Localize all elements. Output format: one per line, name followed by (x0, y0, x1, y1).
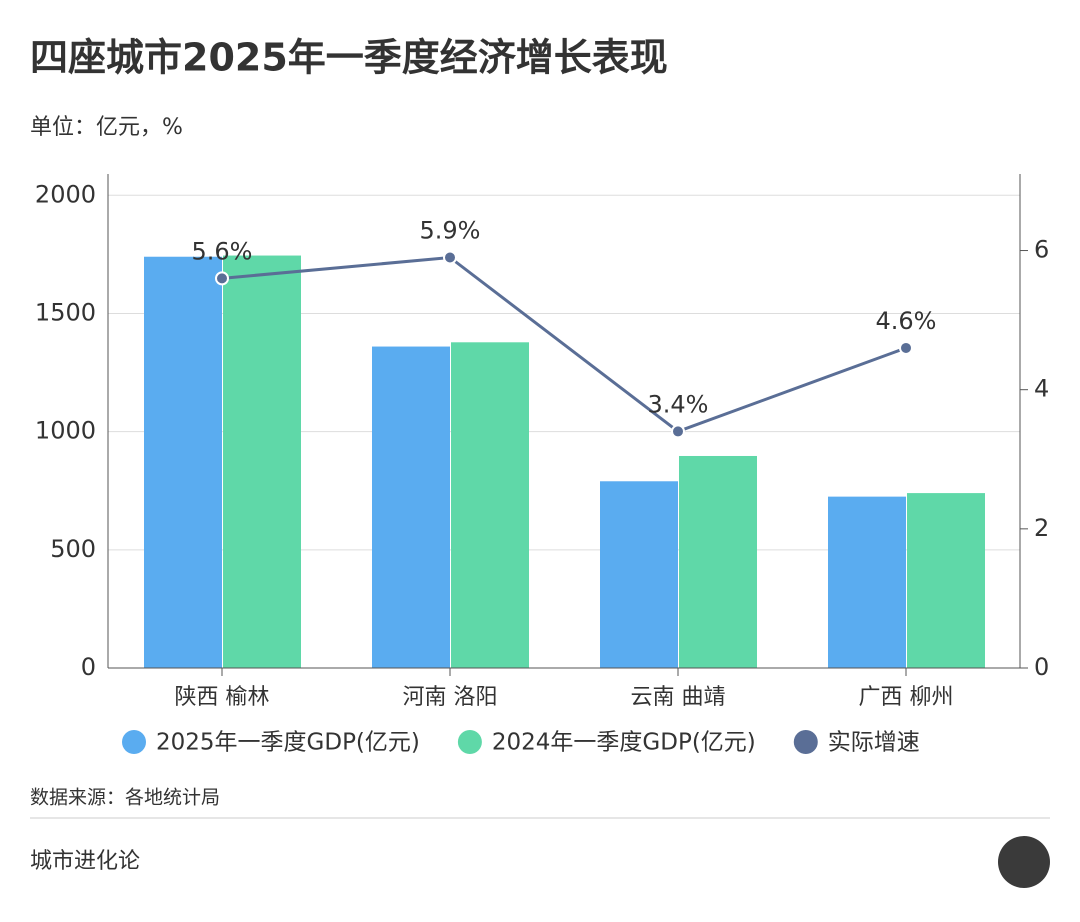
y2-tick-label: 6 (1034, 236, 1049, 264)
y2-tick-label: 0 (1034, 653, 1049, 681)
line-point (671, 424, 685, 439)
bar (451, 342, 529, 668)
legend-label: 2024年一季度GDP(亿元) (492, 730, 756, 756)
line-point (899, 340, 913, 355)
x-tick-label: 河南 洛阳 (403, 685, 498, 710)
x-tick-label: 广西 柳州 (859, 685, 954, 710)
data-label: 3.4% (648, 390, 709, 418)
legend-marker (457, 730, 482, 754)
y-tick-label: 500 (50, 535, 96, 563)
bar (828, 496, 906, 668)
data-label: 5.9% (420, 216, 481, 244)
source: 数据来源：各地统计局 (30, 787, 220, 809)
bar (223, 255, 301, 668)
bar (372, 346, 450, 668)
footer: 城市进化论 (30, 849, 140, 874)
y-tick-label: 0 (81, 653, 96, 681)
line-point (443, 250, 457, 265)
y-tick-label: 1000 (35, 417, 96, 445)
legend-label: 实际增速 (828, 730, 920, 756)
y-tick-label: 1500 (35, 298, 96, 326)
data-label: 4.6% (876, 307, 937, 335)
x-tick-label: 云南 曲靖 (631, 685, 726, 710)
line-point (215, 271, 229, 286)
bar (600, 481, 678, 668)
y2-tick-label: 4 (1034, 375, 1049, 403)
line (221, 255, 907, 434)
logo (998, 836, 1050, 888)
bar (907, 493, 985, 668)
y-tick-label: 2000 (35, 180, 96, 208)
data-label: 5.6% (192, 237, 253, 265)
chart-subtitle: 单位：亿元，% (30, 115, 183, 140)
chart-title: 四座城市2025年一季度经济增长表现 (30, 36, 668, 80)
legend-marker (793, 730, 818, 754)
y2-tick-label: 2 (1034, 514, 1049, 542)
bar (144, 256, 222, 668)
legend-marker (122, 730, 146, 754)
x-tick-label: 陕西 榆林 (175, 685, 270, 710)
legend-label: 2025年一季度GDP(亿元) (156, 730, 420, 756)
bar (679, 455, 757, 668)
